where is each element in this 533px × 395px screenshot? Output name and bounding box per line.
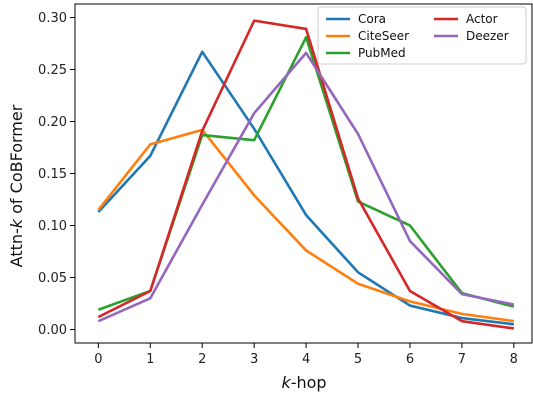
x-axis: 0 1 2 3 4 5 6 7 8 [94, 343, 518, 367]
x-tick-label: 3 [250, 352, 258, 367]
x-tick-label: 6 [406, 352, 414, 367]
y-tick-label: 0.05 [38, 271, 67, 286]
series-layer [97, 19, 515, 330]
series-line-actor [97, 19, 515, 330]
legend-label-cora: Cora [358, 12, 386, 26]
x-tick-label: 8 [510, 352, 518, 367]
series-line-cora [97, 50, 514, 326]
y-tick-label: 0.20 [38, 115, 67, 130]
y-tick-label: 0.00 [38, 323, 67, 338]
x-tick-label: 2 [198, 352, 206, 367]
y-axis-title-italic: k [7, 218, 26, 228]
x-axis-title-italic: k [281, 373, 291, 392]
y-axis-title: Attn-k of CoBFormer [7, 104, 26, 267]
x-axis-title-rest: -hop [291, 373, 327, 392]
x-tick-label: 1 [146, 352, 154, 367]
x-tick-label: 7 [458, 352, 466, 367]
y-tick-label: 0.25 [38, 63, 67, 78]
legend-label-citeseer: CiteSeer [358, 29, 409, 43]
series-line-citeseer [97, 128, 515, 323]
legend-label-actor: Actor [466, 12, 498, 26]
legend: Cora CiteSeer PubMed Actor Deezer [317, 6, 527, 65]
y-axis-title-prefix: Attn- [7, 228, 26, 267]
x-tick-label: 4 [302, 352, 310, 367]
x-tick-label: 5 [354, 352, 362, 367]
legend-label-deezer: Deezer [466, 29, 509, 43]
y-axis: 0.00 0.05 0.10 0.15 0.20 0.25 0.30 [38, 11, 75, 338]
series-line-deezer [97, 51, 515, 323]
y-tick-label: 0.15 [38, 167, 67, 182]
legend-box [317, 6, 527, 65]
x-axis-title: k-hop [281, 373, 326, 392]
series-line-pubmed [97, 35, 515, 311]
y-axis-title-suffix: of CoBFormer [7, 104, 26, 219]
y-tick-label: 0.10 [38, 219, 67, 234]
x-tick-label: 0 [94, 352, 102, 367]
legend-label-pubmed: PubMed [358, 46, 406, 60]
y-tick-label: 0.30 [38, 11, 67, 26]
